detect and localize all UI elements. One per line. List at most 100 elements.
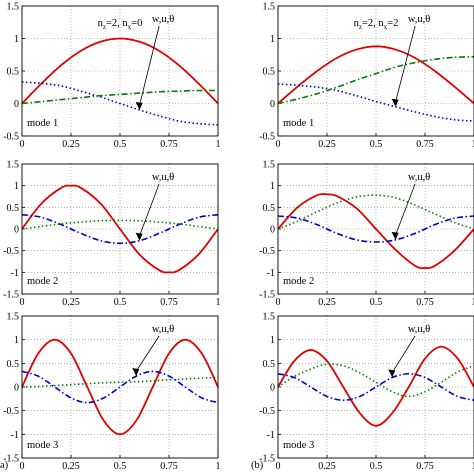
params-label: nz=2, nx=2 (354, 18, 399, 31)
series-annotation: w,u,θ (152, 14, 174, 25)
params-label: nz=2, nx=0 (98, 18, 143, 31)
series-w-line (21, 184, 219, 274)
x-tick-label: 0.75 (416, 139, 434, 150)
series-theta-line (21, 376, 219, 388)
x-tick-label: 0.25 (62, 139, 80, 150)
mode-label: mode 2 (283, 276, 314, 287)
y-tick-label: -1.5 (259, 290, 275, 301)
x-tick-label: 0.75 (416, 297, 434, 308)
y-tick-label: 0 (14, 383, 19, 394)
x-tick-label: 0.75 (416, 461, 434, 472)
chart-5: 0 0.25 0.5 0.75 1 -1.5 -1 -0.5 0 0.5 1 1.5 mode 2 w,u… (259, 160, 474, 308)
mode-label: mode 3 (27, 440, 58, 451)
series-annotation: w,u,θ (408, 14, 430, 25)
params-text: n (354, 18, 360, 29)
mode-label: mode 2 (27, 276, 58, 287)
mode-label: mode 1 (27, 118, 58, 129)
series-u-line (21, 370, 219, 404)
series-w-line (21, 37, 219, 105)
y-tick-label: 0 (14, 99, 19, 110)
plot-frame (21, 5, 219, 137)
x-tick-label: 0 (20, 297, 25, 308)
y-tick-label: 1.5 (263, 312, 276, 323)
y-tick-label: -0.5 (259, 132, 275, 143)
params-text: n (122, 18, 128, 29)
x-tick-label: 0.5 (370, 297, 383, 308)
y-tick-label: 1.5 (7, 160, 20, 171)
x-tick-label: 1 (216, 461, 221, 472)
plot-frame (21, 315, 219, 459)
y-tick-label: -0.5 (259, 246, 275, 257)
series-theta-line (277, 363, 474, 398)
y-tick-label: 1 (270, 181, 275, 192)
x-tick-label: 0 (276, 297, 281, 308)
annotation-leader (139, 25, 160, 106)
plot-frame (277, 163, 474, 295)
annotation-arrowhead (132, 368, 140, 377)
series-theta-line (277, 55, 474, 105)
annotation-leader (391, 335, 416, 373)
series-u-line (277, 372, 474, 402)
y-tick-label: 0 (270, 225, 275, 236)
x-tick-label: 0 (20, 139, 25, 150)
y-tick-label: 1 (14, 34, 19, 45)
x-tick-label: 0 (20, 461, 25, 472)
x-tick-label: 0.5 (114, 139, 127, 150)
annotation-leader (139, 183, 160, 236)
series-w-line (21, 338, 219, 436)
params-text: =2, (362, 18, 378, 29)
x-tick-label: 0.25 (318, 139, 336, 150)
params-text: n (98, 18, 104, 29)
x-tick-label: 0.5 (370, 139, 383, 150)
y-tick-label: -1.5 (259, 454, 275, 465)
y-tick-label: -1.5 (3, 454, 19, 465)
y-tick-label: -1.5 (3, 290, 19, 301)
annotation-leader (395, 25, 416, 102)
y-tick-label: 1 (14, 181, 19, 192)
x-tick-label: 1 (216, 139, 221, 150)
mode-label: mode 3 (283, 440, 314, 451)
y-tick-label: -1 (11, 268, 19, 279)
x-tick-label: 0.25 (62, 297, 80, 308)
y-tick-label: -0.5 (3, 132, 19, 143)
annotation-arrowhead (135, 102, 143, 110)
x-tick-label: 0.5 (370, 461, 383, 472)
y-tick-label: 1 (270, 34, 275, 45)
params-subscript: z (359, 23, 362, 31)
series-u-line (21, 81, 219, 126)
y-tick-label: 0.5 (263, 359, 276, 370)
chart-3: 0 0.25 0.5 0.75 1 -1.5 -1 -0.5 0 0.5 1 1.5 mode 3 w,u… (3, 312, 220, 473)
params-text: =0 (131, 18, 142, 29)
x-tick-label: 0.75 (160, 461, 178, 472)
y-tick-label: 1.5 (263, 2, 276, 13)
x-tick-label: 0.25 (62, 461, 80, 472)
plot-frame (21, 163, 219, 295)
panel-a-label: a) (0, 460, 9, 471)
y-tick-label: -0.5 (3, 246, 19, 257)
series-w-line (277, 345, 474, 427)
x-tick-label: 0 (276, 139, 281, 150)
series-annotation: w,u,θ (408, 324, 430, 335)
y-tick-label: 0.5 (7, 67, 20, 78)
x-tick-label: 0.75 (160, 297, 178, 308)
x-tick-label: 0.25 (318, 297, 336, 308)
y-tick-label: -0.5 (3, 406, 19, 417)
y-tick-label: 0.5 (7, 359, 20, 370)
plot-frame (277, 315, 474, 459)
params-subscript: x (384, 23, 388, 31)
y-tick-label: -1 (267, 430, 275, 441)
series-annotation: w,u,θ (152, 324, 174, 335)
annotation-arrowhead (391, 231, 399, 240)
x-tick-label: 0.25 (318, 461, 336, 472)
plot-frame (277, 5, 474, 137)
x-tick-label: 0.5 (114, 297, 127, 308)
x-tick-label: 0.75 (160, 139, 178, 150)
chart-2: 0 0.25 0.5 0.75 1 -1.5 -1 -0.5 0 0.5 1 1.5 mode 2 w,u… (3, 160, 220, 309)
y-tick-label: 0.5 (263, 203, 276, 214)
series-w-line (277, 192, 474, 270)
x-tick-label: 1 (472, 139, 474, 150)
panel-b-label: (b) (251, 460, 264, 471)
